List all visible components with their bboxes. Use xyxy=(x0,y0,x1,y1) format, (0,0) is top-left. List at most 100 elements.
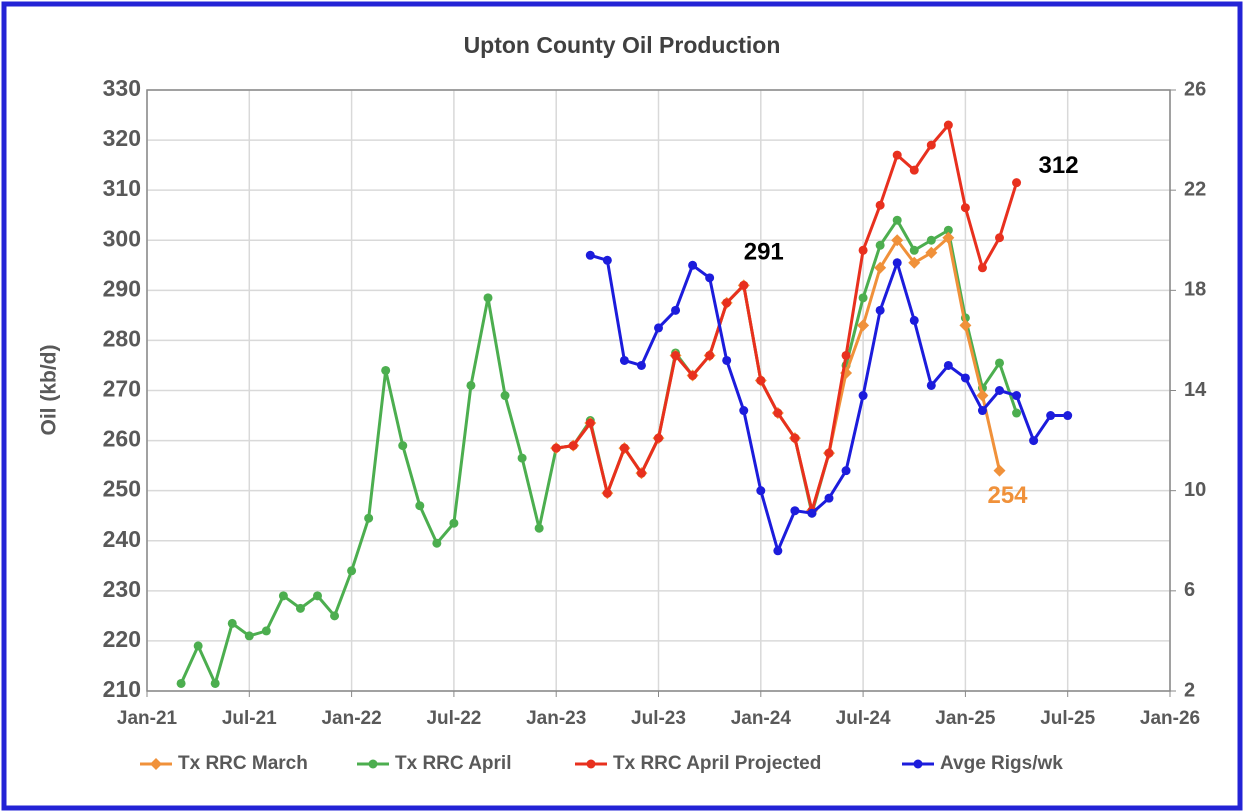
legend-label: Tx RRC April Projected xyxy=(613,753,821,774)
point xyxy=(176,678,186,688)
point xyxy=(449,518,459,528)
y2-tick-label: 6 xyxy=(1184,579,1195,601)
point xyxy=(688,370,698,380)
point xyxy=(995,386,1004,395)
point xyxy=(841,350,851,360)
point xyxy=(942,231,955,244)
point xyxy=(790,506,800,516)
point xyxy=(874,261,887,274)
point xyxy=(756,375,766,385)
point xyxy=(415,501,425,511)
point xyxy=(619,355,629,365)
point xyxy=(908,256,921,269)
y2-tick-label: 2 xyxy=(1184,679,1195,701)
point xyxy=(875,200,885,210)
point xyxy=(705,273,715,283)
point xyxy=(1063,411,1073,421)
point xyxy=(1046,411,1056,421)
point xyxy=(960,203,970,213)
point xyxy=(568,441,578,451)
point xyxy=(858,245,868,255)
point xyxy=(943,225,953,235)
point xyxy=(892,215,902,225)
point xyxy=(295,603,305,613)
point xyxy=(722,355,732,365)
point xyxy=(534,523,544,533)
annotation: 254 xyxy=(987,482,1028,509)
x-tick-label: Jan-26 xyxy=(1140,708,1200,729)
point xyxy=(1012,178,1022,188)
x-tick-label: Jul-25 xyxy=(1040,708,1095,729)
point xyxy=(313,591,322,601)
point xyxy=(841,466,851,476)
x-tick-label: Jul-23 xyxy=(631,708,686,729)
point xyxy=(858,391,868,401)
y2-tick-label: 14 xyxy=(1184,379,1207,401)
point xyxy=(858,293,868,303)
point xyxy=(926,140,936,150)
y-axis-label: Oil (kb/d) xyxy=(38,345,61,436)
y2-tick-label: 18 xyxy=(1184,279,1206,301)
y2-tick-label: 26 xyxy=(1184,78,1206,100)
point xyxy=(807,508,817,518)
point xyxy=(636,468,646,478)
annotation: 312 xyxy=(1039,152,1079,179)
annotation: 291 xyxy=(744,239,784,266)
point xyxy=(500,391,510,401)
point xyxy=(602,488,612,498)
point xyxy=(977,263,987,273)
y-tick-label: 260 xyxy=(103,426,141,452)
point xyxy=(756,486,766,496)
x-tick-label: Jul-22 xyxy=(426,708,481,729)
point xyxy=(193,641,203,651)
point xyxy=(959,319,972,332)
point xyxy=(585,418,595,428)
point xyxy=(824,493,834,503)
point xyxy=(483,293,493,303)
point xyxy=(925,246,938,259)
point xyxy=(977,406,987,416)
point xyxy=(891,234,904,247)
y-tick-label: 330 xyxy=(103,75,141,101)
point xyxy=(739,280,749,290)
point xyxy=(960,373,970,383)
point xyxy=(790,433,800,443)
legend-marker xyxy=(586,759,596,769)
y-tick-label: 310 xyxy=(103,175,141,201)
legend-marker xyxy=(913,759,923,769)
point xyxy=(671,350,681,360)
point xyxy=(654,433,663,443)
point xyxy=(602,255,612,265)
point xyxy=(551,443,561,453)
point xyxy=(1029,436,1039,446)
legend-marker xyxy=(368,759,378,769)
legend-marker xyxy=(150,758,162,770)
x-tick-label: Jan-21 xyxy=(117,708,178,729)
y-tick-label: 250 xyxy=(103,476,141,502)
point xyxy=(636,360,646,370)
x-tick-label: Jan-22 xyxy=(321,708,381,729)
x-tick-label: Jan-25 xyxy=(935,708,996,729)
point xyxy=(227,618,237,628)
plot-border xyxy=(146,89,1171,692)
point xyxy=(909,165,919,175)
point xyxy=(926,235,936,245)
y2-tick-label: 22 xyxy=(1184,178,1206,200)
point xyxy=(330,611,340,621)
point xyxy=(722,298,732,308)
point xyxy=(773,408,783,418)
point xyxy=(398,441,408,451)
y-tick-label: 280 xyxy=(103,325,141,351)
point xyxy=(585,250,595,260)
point xyxy=(244,631,254,641)
point xyxy=(824,448,834,458)
point xyxy=(1012,391,1022,401)
y-tick-label: 300 xyxy=(103,225,141,251)
point xyxy=(381,365,391,375)
legend-label: Tx RRC April xyxy=(395,753,511,774)
point xyxy=(875,305,885,315)
y-tick-label: 240 xyxy=(103,526,141,552)
point xyxy=(705,350,715,360)
point xyxy=(976,389,989,402)
